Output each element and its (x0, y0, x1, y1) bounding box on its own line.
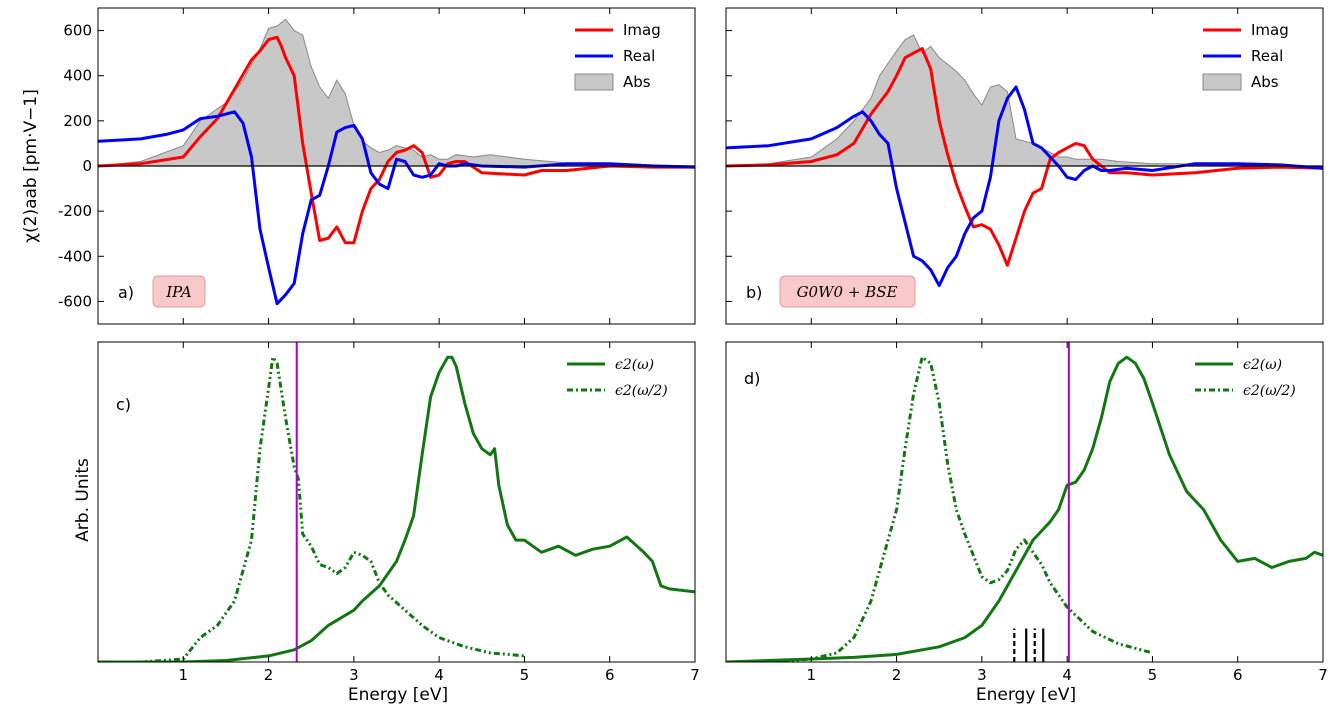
xtick-label: 6 (1233, 666, 1243, 684)
series-line (726, 355, 1323, 662)
ytick-label: 0 (82, 157, 92, 175)
panel-label-a: a) (118, 283, 134, 302)
ytick-label: 400 (63, 67, 92, 85)
series-line (726, 85, 1323, 288)
panel-c: 1 2 3 4 5 6 7 ϵ2(ω) ϵ2(ω/2) (97, 341, 700, 684)
xtick-label: 4 (434, 666, 444, 684)
plot-frame (97, 341, 696, 663)
legend-label: Imag (623, 21, 661, 39)
xlabel-d: Energy [eV] (976, 685, 1076, 705)
panel-b: Imag Real Abs (725, 7, 1324, 325)
series-abs-area (98, 18, 695, 167)
method-box-b (779, 275, 916, 308)
method-label-a: IPA (165, 283, 192, 301)
method-box-a (152, 275, 206, 308)
series-line (98, 35, 695, 245)
series-line (98, 355, 695, 662)
xtick-label: 2 (264, 666, 274, 684)
ylabel-c: Arb. Units (73, 458, 93, 542)
method-label-b: G0W0 + BSE (797, 283, 898, 301)
legend-label: ϵ2(ω) (1243, 357, 1282, 373)
xtick-label: 4 (1062, 666, 1072, 684)
xtick-label: 1 (179, 666, 189, 684)
series-line (98, 355, 525, 662)
ytick-label: -400 (58, 247, 92, 265)
legend-label: ϵ2(ω/2) (615, 383, 668, 399)
panel-label-b: b) (746, 283, 762, 302)
series-line (726, 355, 1153, 662)
panel-d: 1 2 3 4 5 6 7 ϵ2(ω) ϵ2(ω/2) (725, 341, 1328, 684)
xtick-label: 2 (892, 666, 902, 684)
xtick-label: 3 (349, 666, 359, 684)
panel-label-c: c) (116, 395, 131, 414)
legend-label: Abs (623, 73, 651, 91)
xtick-label: 6 (605, 666, 615, 684)
series-line (98, 110, 695, 306)
legend-label: Real (623, 47, 655, 65)
legend-label: Real (1251, 47, 1283, 65)
legend-label: ϵ2(ω/2) (1243, 383, 1296, 399)
xtick-label: 5 (520, 666, 530, 684)
ytick-label: -600 (58, 292, 92, 310)
xtick-label: 7 (1318, 666, 1328, 684)
xtick-label: 5 (1148, 666, 1158, 684)
legend-label: Abs (1251, 73, 1279, 91)
xtick-label: 3 (977, 666, 987, 684)
legend-swatch (1202, 73, 1242, 91)
legend-label: ϵ2(ω) (615, 357, 654, 373)
xtick-label: 7 (690, 666, 700, 684)
legend-swatch (574, 73, 614, 91)
panel-a: -600 -400 -200 0 200 400 600 Imag Real Abs (58, 7, 696, 325)
panel-label-d: d) (744, 369, 760, 388)
xlabel-c: Energy [eV] (348, 685, 448, 705)
plot-frame (725, 341, 1324, 663)
xtick-label: 1 (807, 666, 817, 684)
series-abs-area (726, 34, 1323, 167)
ylabel-a: χ(2)aab [pm·V−1] (21, 89, 41, 243)
ytick-label: 200 (63, 112, 92, 130)
ytick-label: -200 (58, 202, 92, 220)
ytick-label: 600 (63, 22, 92, 40)
legend-label: Imag (1251, 21, 1289, 39)
